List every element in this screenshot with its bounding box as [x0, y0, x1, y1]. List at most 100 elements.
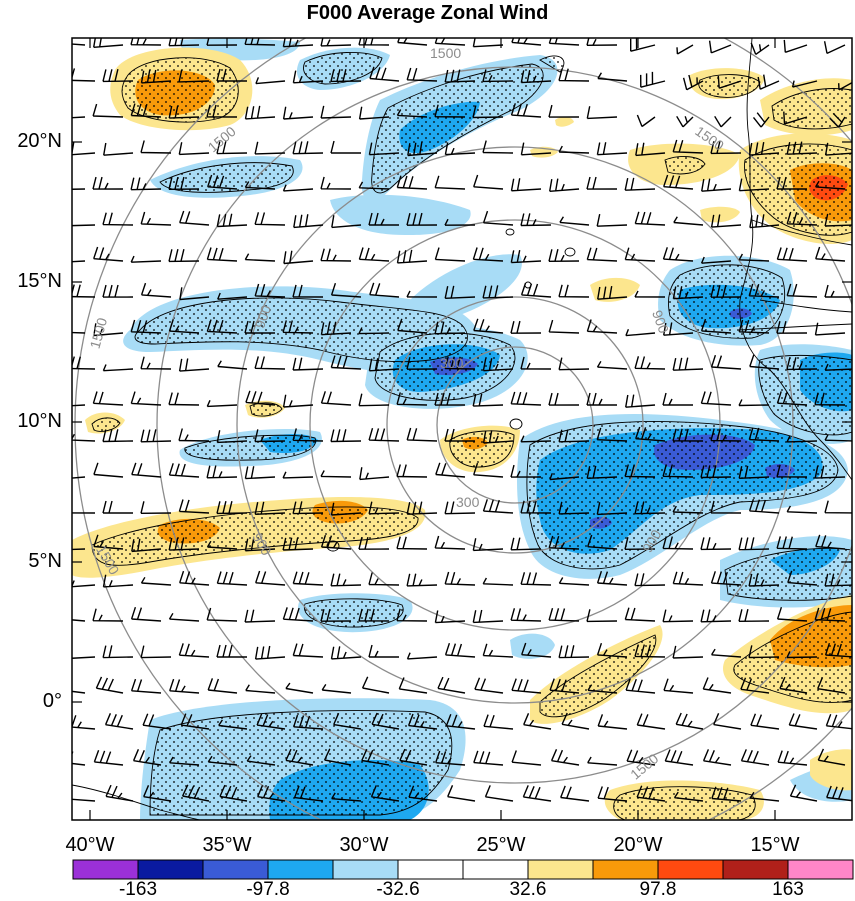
- wind-barb: [444, 69, 476, 83]
- wind-barb: [510, 391, 542, 406]
- wind-barb: [142, 713, 172, 730]
- wind-barb: [738, 178, 770, 192]
- wind-barb: [330, 646, 362, 660]
- wind-barb: [370, 785, 400, 802]
- wind-barb: [586, 609, 618, 623]
- wind-barb: [510, 464, 542, 478]
- wind-barb: [131, 538, 162, 553]
- wind-barb: [624, 247, 656, 262]
- colorbar-swatch: [527, 859, 594, 880]
- wind-barb: [520, 142, 552, 156]
- wind-barb: [511, 750, 542, 766]
- wind-barb: [358, 537, 390, 550]
- colorbar-swatch: [592, 859, 659, 880]
- wind-barb: [444, 501, 476, 515]
- wind-barb: [331, 792, 362, 802]
- lon-label-30w: 30°W: [339, 834, 389, 856]
- wind-barb: [738, 609, 770, 622]
- wind-barb: [700, 318, 732, 334]
- wind-barb: [634, 290, 666, 298]
- wind-barb: [282, 184, 314, 192]
- wind-barb: [293, 785, 324, 802]
- wind-barb: [93, 462, 124, 478]
- wind-barb: [587, 756, 618, 766]
- wind-barb: [361, 748, 390, 766]
- wind-barb: [206, 319, 238, 334]
- wind-barb: [178, 69, 210, 83]
- wind-barb: [624, 464, 656, 478]
- wind-barb: [548, 104, 580, 118]
- wind-barb: [636, 114, 656, 128]
- wind-barb: [700, 465, 732, 479]
- wind-barb: [586, 465, 618, 479]
- wind-barb: [179, 570, 210, 586]
- wind-barb: [472, 393, 504, 407]
- wind-barb: [102, 69, 134, 83]
- wind-barb: [625, 678, 656, 694]
- wind-barb: [472, 247, 504, 262]
- wind-barb: [484, 785, 514, 802]
- range-ring-labels: 300 300 900 900 900 900 1500 1500 1500 1…: [87, 45, 727, 783]
- wind-barb: [520, 435, 552, 443]
- wind-barb: [586, 319, 618, 334]
- wind-barb: [824, 284, 852, 298]
- wind-barb: [710, 354, 742, 370]
- wind-barb: [510, 103, 542, 118]
- wind-barb: [130, 177, 162, 191]
- wind-barb: [550, 749, 580, 766]
- wind-barb: [702, 749, 732, 766]
- lon-label-40w: 40°W: [65, 834, 115, 856]
- wind-barb: [293, 714, 324, 730]
- wind-barb: [472, 105, 504, 119]
- wind-barb: [102, 284, 134, 298]
- wind-barb: [216, 141, 248, 155]
- wind-barb: [520, 213, 552, 227]
- wind-barb: [168, 463, 200, 478]
- wind-barb: [282, 320, 314, 334]
- wind-barb: [369, 282, 400, 298]
- wind-barb: [634, 501, 666, 515]
- colorbar-label: -32.6: [376, 879, 420, 900]
- wind-barb: [244, 181, 276, 190]
- wind-barb: [482, 358, 514, 372]
- wind-barb: [179, 210, 210, 226]
- wind-barb: [663, 678, 694, 694]
- wind-barb: [396, 608, 428, 622]
- ring-label: 900: [649, 308, 672, 336]
- wind-barb: [216, 430, 248, 444]
- wind-barb: [473, 462, 504, 478]
- wind-barb: [206, 465, 238, 479]
- wind-barb: [358, 181, 390, 190]
- wind-barb: [180, 713, 210, 730]
- wind-barb: [636, 785, 666, 802]
- wind-barb: [511, 38, 542, 46]
- wind-barb: [408, 785, 438, 802]
- wind-barb: [178, 499, 210, 514]
- wind-barb: [586, 392, 617, 406]
- wind-barb: [72, 619, 86, 622]
- wind-barb: [396, 464, 428, 478]
- map-title: F000 Average Zonal Wind: [306, 2, 549, 24]
- wind-barb: [824, 642, 852, 658]
- wind-barb: [140, 576, 172, 586]
- wind-barb: [814, 322, 846, 336]
- wind-barb: [640, 71, 666, 88]
- wind-barb: [824, 500, 852, 514]
- wind-barb: [548, 249, 580, 262]
- wind-barb: [714, 115, 732, 128]
- wind-barb: [587, 534, 618, 550]
- lat-label-15n: 15°N: [17, 270, 62, 292]
- wind-barb: [676, 44, 694, 55]
- wind-barb: [711, 786, 742, 802]
- wind-barb: [207, 755, 238, 766]
- wind-barb: [825, 713, 852, 730]
- wind-barb: [72, 224, 96, 227]
- wind-barb: [748, 427, 780, 442]
- wind-barb: [102, 212, 134, 226]
- wind-barb: [636, 713, 666, 730]
- lon-label-35w: 35°W: [202, 834, 252, 856]
- wind-barb: [624, 537, 656, 550]
- wind-barb: [786, 651, 818, 659]
- colorbar-swatch: [332, 859, 399, 880]
- wind-barb: [140, 69, 172, 84]
